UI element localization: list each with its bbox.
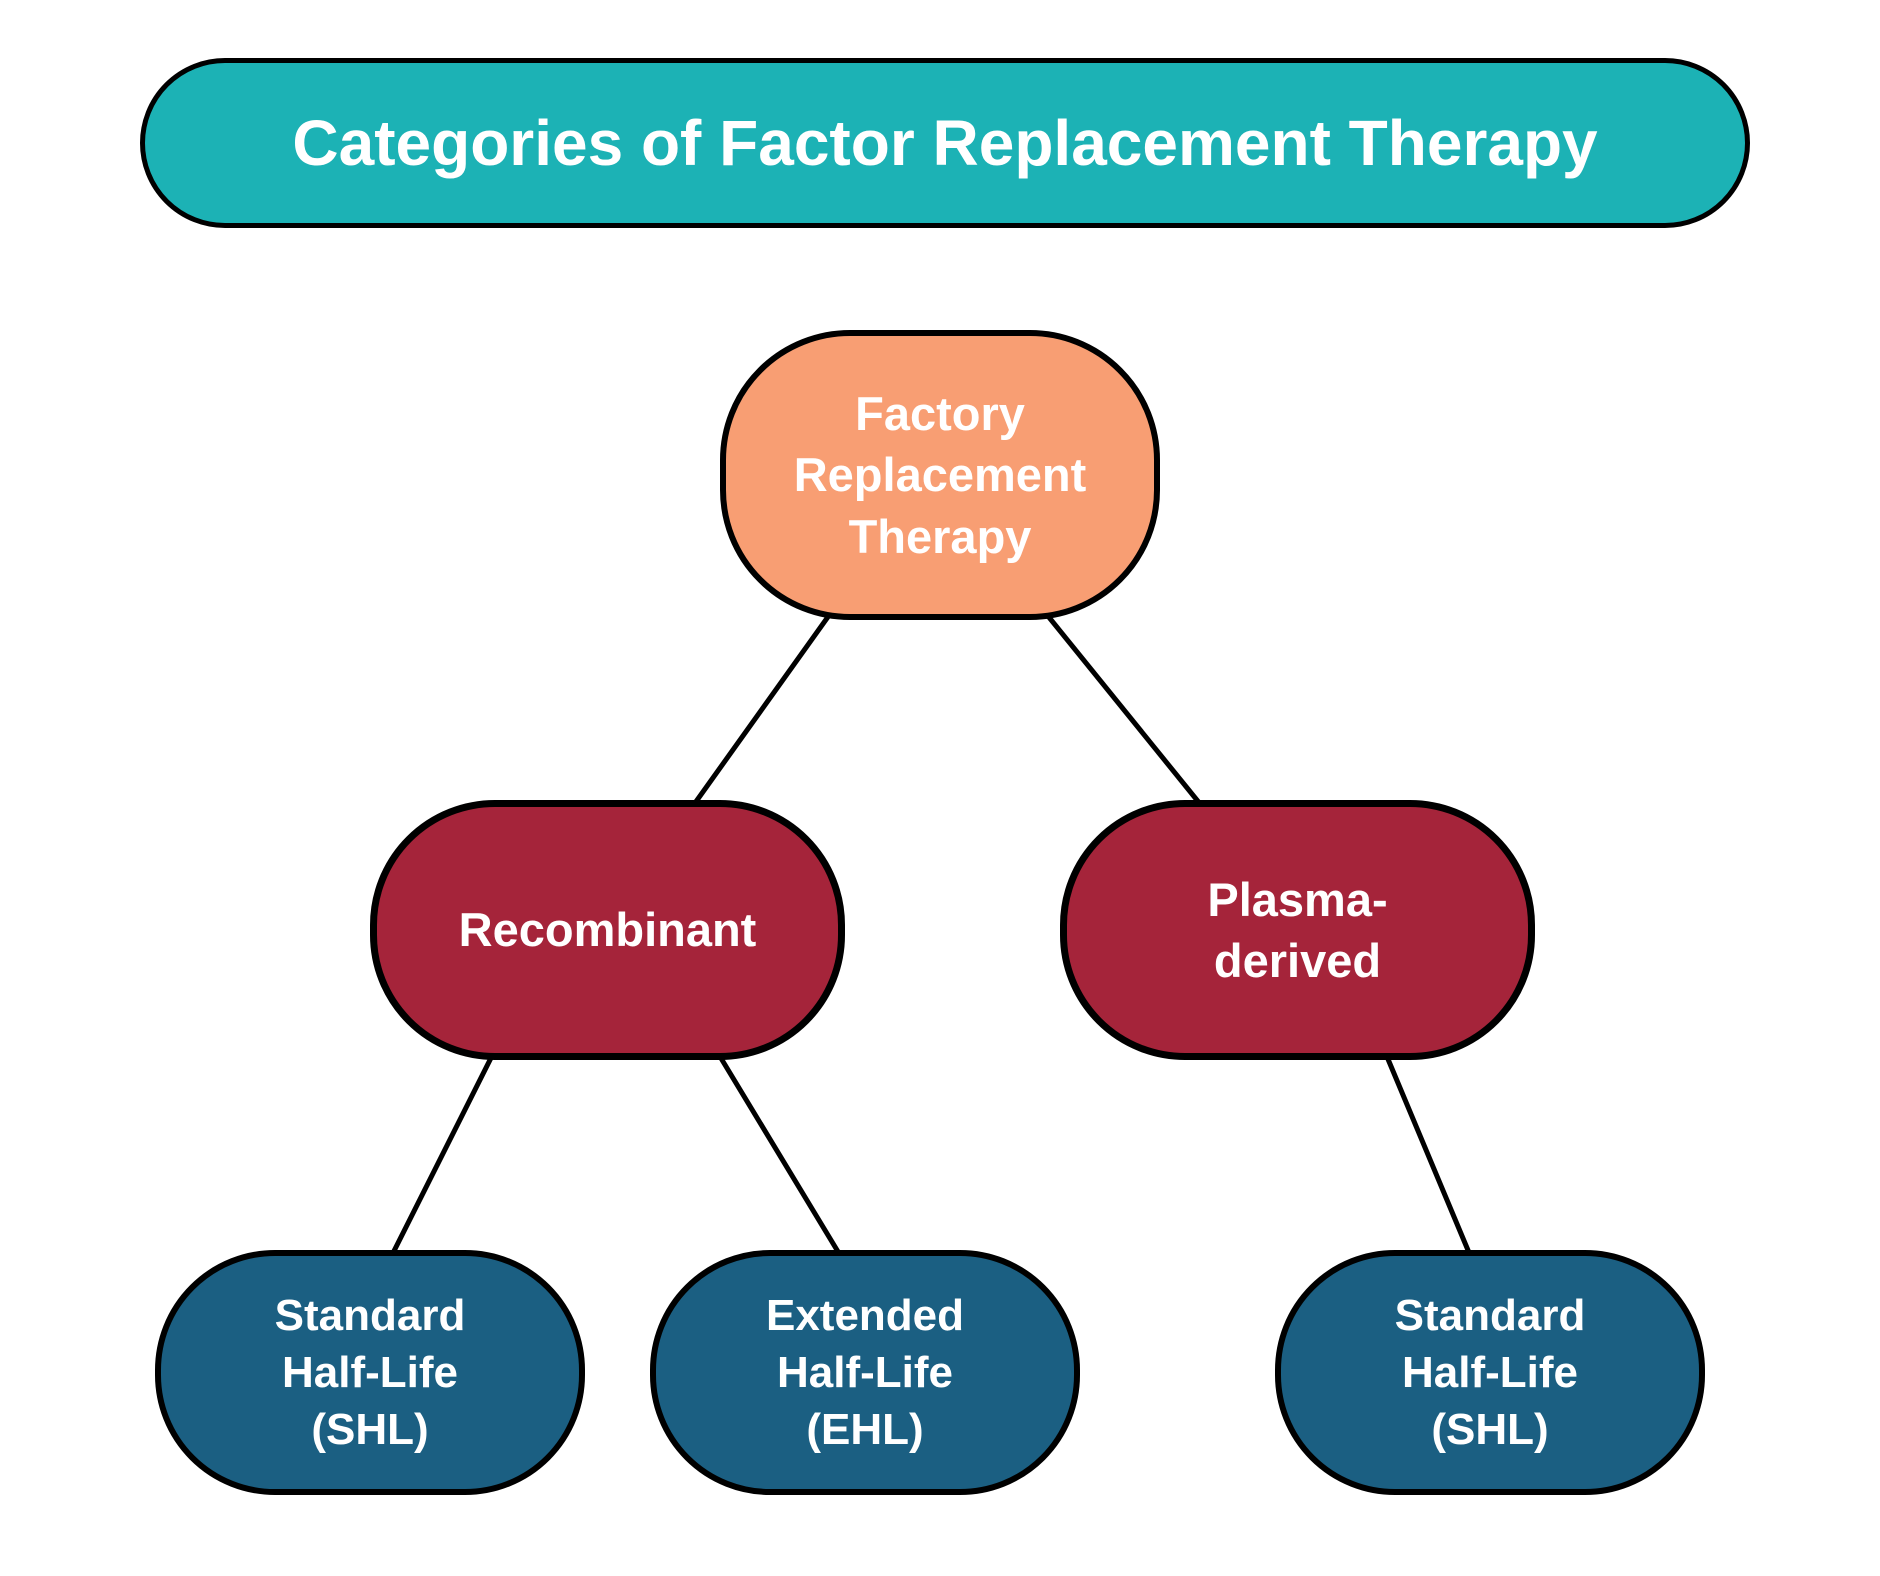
edge-plasma-to-shl2 bbox=[1380, 1040, 1470, 1255]
node-ehl: Extended Half-Life (EHL) bbox=[650, 1250, 1080, 1495]
edge-root-to-plasma bbox=[1035, 600, 1205, 810]
node-shl-plasma: Standard Half-Life (SHL) bbox=[1275, 1250, 1705, 1495]
diagram-title: Categories of Factor Replacement Therapy bbox=[140, 58, 1750, 228]
diagram-canvas: Categories of Factor Replacement Therapy… bbox=[0, 0, 1880, 1576]
node-ehl-label: Extended Half-Life (EHL) bbox=[756, 1287, 974, 1459]
node-shl-recombinant: Standard Half-Life (SHL) bbox=[155, 1250, 585, 1495]
node-shl-recombinant-label: Standard Half-Life (SHL) bbox=[265, 1287, 476, 1459]
node-plasma-label: Plasma- derived bbox=[1197, 869, 1397, 991]
edge-recombinant-to-shl1 bbox=[392, 1040, 500, 1255]
node-recombinant: Recombinant bbox=[370, 800, 845, 1060]
node-root-label: Factory Replacement Therapy bbox=[784, 383, 1097, 566]
node-recombinant-label: Recombinant bbox=[449, 899, 767, 960]
diagram-title-text: Categories of Factor Replacement Therapy bbox=[282, 106, 1607, 180]
node-shl-plasma-label: Standard Half-Life (SHL) bbox=[1385, 1287, 1596, 1459]
node-plasma: Plasma- derived bbox=[1060, 800, 1535, 1060]
edge-recombinant-to-ehl bbox=[710, 1040, 840, 1255]
edge-root-to-recombinant bbox=[690, 600, 840, 810]
node-root: Factory Replacement Therapy bbox=[720, 330, 1160, 620]
